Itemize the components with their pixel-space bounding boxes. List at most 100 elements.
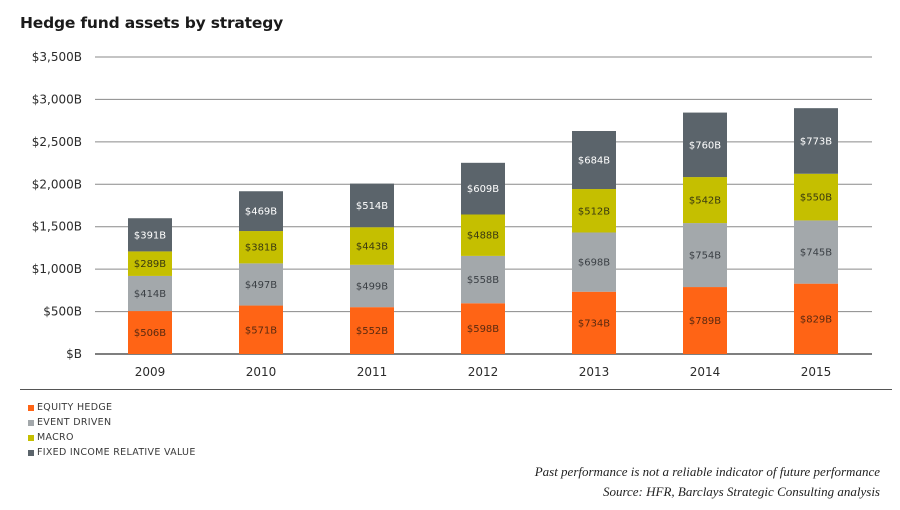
y-tick-label: $1,500B — [32, 220, 82, 234]
legend-label: FIXED INCOME RELATIVE VALUE — [37, 447, 196, 458]
bar-segment-macro — [461, 214, 505, 256]
data-label: $773B — [800, 136, 832, 147]
bar-segment-event-driven — [794, 220, 838, 284]
bar-segment-event-driven — [572, 232, 616, 292]
y-tick-label: $B — [66, 347, 82, 361]
x-tick-label: 2014 — [690, 365, 721, 379]
bar-segment-event-driven — [239, 263, 283, 306]
data-label: $499B — [356, 281, 388, 292]
y-tick-label: $2,500B — [32, 135, 82, 149]
data-label: $552B — [356, 326, 388, 337]
bar-segment-equity-hedge — [794, 283, 838, 354]
data-label: $698B — [578, 258, 610, 269]
legend-label: EQUITY HEDGE — [37, 402, 113, 413]
y-tick-label: $3,500B — [32, 50, 82, 64]
bar-segment-macro — [683, 177, 727, 224]
data-label: $754B — [689, 251, 721, 262]
bar-segment-event-driven — [683, 223, 727, 288]
bar-stack-2014: $789B $754B $542B $760B — [683, 112, 727, 354]
data-label: $391B — [134, 230, 166, 241]
chart-title: Hedge fund assets by strategy — [20, 14, 283, 32]
bar-stack-2012: $598B $558B $488B $609B — [461, 162, 505, 354]
bar-segment-macro — [350, 227, 394, 265]
data-label: $684B — [578, 156, 610, 167]
bar-segment-fixed-income-relative-value — [350, 183, 394, 228]
data-label: $469B — [245, 207, 277, 218]
bar-segment-equity-hedge — [128, 311, 172, 354]
bar-stack-2010: $571B $497B $381B $469B — [239, 191, 283, 354]
data-label: $571B — [245, 325, 277, 336]
stacked-bar-chart: $B $500B $1,000B $1,500B $2,000B $2,500B $3,00… — [32, 50, 872, 379]
data-label: $550B — [800, 193, 832, 204]
data-label: $558B — [467, 275, 499, 286]
data-label: $598B — [467, 324, 499, 335]
data-label: $745B — [800, 248, 832, 259]
bar-segment-macro — [128, 251, 172, 276]
data-label: $289B — [134, 259, 166, 270]
data-label: $829B — [800, 314, 832, 325]
data-label: $381B — [245, 243, 277, 254]
x-tick-label: 2009 — [135, 365, 166, 379]
data-label: $760B — [689, 140, 721, 151]
data-label: $506B — [134, 328, 166, 339]
data-label: $789B — [689, 316, 721, 327]
bar-stack-2015: $829B $745B $550B $773B — [794, 108, 838, 354]
data-label: $414B — [134, 289, 166, 300]
y-axis: $B $500B $1,000B $1,500B $2,000B $2,500B $3,00… — [32, 50, 82, 361]
data-label: $497B — [245, 280, 277, 291]
bar-segment-macro — [572, 189, 616, 233]
y-tick-label: $500B — [43, 305, 82, 319]
legend-swatch — [28, 434, 34, 441]
bar-segment-fixed-income-relative-value — [794, 108, 838, 174]
data-label: $488B — [467, 231, 499, 242]
y-tick-label: $3,000B — [32, 92, 82, 106]
x-axis: 2009 2010 2011 2012 2013 2014 2015 — [135, 365, 832, 379]
bar-segment-equity-hedge — [572, 291, 616, 354]
x-tick-label: 2010 — [246, 365, 277, 379]
legend-label: MACRO — [37, 432, 74, 443]
bar-segment-equity-hedge — [350, 307, 394, 354]
y-tick-label: $2,000B — [32, 177, 82, 191]
legend: EQUITY HEDGE EVENT DRIVEN MACRO FIXED INCOM… — [28, 400, 196, 460]
bar-segment-event-driven — [128, 275, 172, 312]
bar-stack-2011: $552B $499B $443B $514B — [350, 183, 394, 354]
bar-stack-2009: $506B $414B $289B $391B — [128, 218, 172, 354]
data-label: $512B — [578, 206, 610, 217]
data-label: $443B — [356, 242, 388, 253]
legend-item: FIXED INCOME RELATIVE VALUE — [28, 445, 196, 460]
legend-swatch — [28, 449, 34, 456]
bar-segment-macro — [794, 173, 838, 221]
bar-segment-equity-hedge — [461, 303, 505, 354]
legend-item: MACRO — [28, 430, 196, 445]
bar-segment-fixed-income-relative-value — [683, 112, 727, 178]
legend-item: EVENT DRIVEN — [28, 415, 196, 430]
y-tick-label: $1,000B — [32, 262, 82, 276]
data-label: $609B — [467, 184, 499, 195]
bar-segment-fixed-income-relative-value — [239, 191, 283, 232]
data-label: $734B — [578, 318, 610, 329]
bars: $506B $414B $289B $391B $571B $497B $381B $469B… — [128, 108, 838, 354]
source-text: Source: HFR, Barclays Strategic Consulti… — [602, 484, 880, 499]
bar-segment-fixed-income-relative-value — [461, 162, 505, 215]
bar-segment-fixed-income-relative-value — [128, 218, 172, 252]
bar-segment-fixed-income-relative-value — [572, 130, 616, 190]
legend-swatch — [28, 419, 34, 426]
legend-swatch — [28, 404, 34, 411]
x-tick-label: 2013 — [579, 365, 610, 379]
bar-segment-event-driven — [350, 264, 394, 308]
legend-item: EQUITY HEDGE — [28, 400, 196, 415]
bar-segment-event-driven — [461, 255, 505, 304]
data-label: $542B — [689, 196, 721, 207]
separator-line — [20, 389, 892, 390]
bar-segment-equity-hedge — [683, 287, 727, 354]
x-tick-label: 2015 — [801, 365, 832, 379]
disclaimer-text: Past performance is not a reliable indic… — [534, 464, 880, 479]
x-tick-label: 2011 — [357, 365, 388, 379]
x-tick-label: 2012 — [468, 365, 499, 379]
bar-stack-2013: $734B $698B $512B $684B — [572, 130, 616, 354]
data-label: $514B — [356, 201, 388, 212]
bar-segment-equity-hedge — [239, 305, 283, 354]
legend-label: EVENT DRIVEN — [37, 417, 112, 428]
footer: Past performance is not a reliable indic… — [535, 462, 880, 502]
bar-segment-macro — [239, 231, 283, 264]
